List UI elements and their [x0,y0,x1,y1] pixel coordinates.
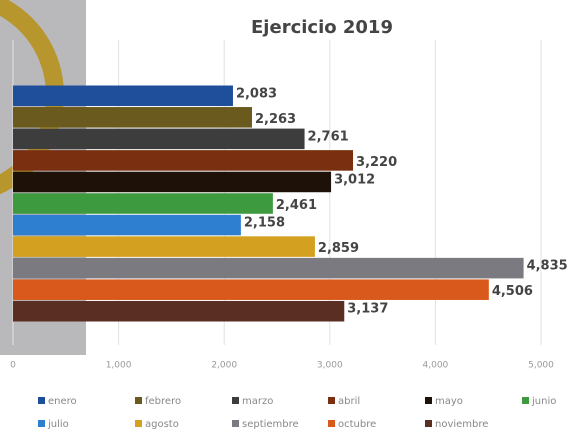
bar [13,171,332,193]
bar [13,300,345,322]
legend-label: abril [338,396,360,407]
legend-swatch [425,397,432,404]
value-label: 2,083 [236,86,277,101]
chart-title: Ejercicio 2019 [251,17,393,38]
bar [13,236,315,257]
legend-swatch [232,397,239,404]
legend-label: enero [48,396,77,407]
legend-swatch [38,397,45,404]
bar [13,279,489,300]
legend-label: junio [531,396,556,407]
value-label: 2,761 [308,129,349,144]
x-tick-label: 5,000 [528,361,554,371]
bar [13,107,252,128]
legend-swatch [232,420,239,427]
legend-label: agosto [145,419,179,430]
value-label: 2,158 [244,216,285,231]
legend-label: septiembre [242,419,299,430]
legend-label: mayo [435,396,463,407]
legend-swatch [135,420,142,427]
x-tick-label: 4,000 [423,361,449,371]
x-tick-label: 0 [10,361,16,371]
legend-swatch [135,397,142,404]
value-label: 4,835 [527,259,568,274]
bar [13,214,241,236]
legend-swatch [38,420,45,427]
legend-label: febrero [145,396,181,407]
value-label: 3,137 [347,302,388,317]
value-label: 2,263 [255,112,296,127]
legend-swatch [328,420,335,427]
legend-label: noviembre [435,419,488,430]
legend-swatch [328,397,335,404]
bar [13,257,524,279]
bar [13,150,354,171]
legend-label: julio [47,419,69,430]
legend-swatch [425,420,432,427]
value-label: 3,012 [334,172,375,187]
bar [13,85,233,107]
bar [13,193,273,214]
value-label: 3,220 [356,155,397,170]
legend-swatch [522,397,529,404]
value-label: 2,461 [276,198,317,213]
legend-label: marzo [242,396,273,407]
x-tick-label: 3,000 [317,361,343,371]
legend-label: octubre [338,419,376,430]
value-label: 4,506 [492,284,533,299]
x-tick-label: 1,000 [106,361,132,371]
value-label: 2,859 [318,241,359,256]
bar [13,128,305,150]
x-tick-label: 2,000 [211,361,237,371]
